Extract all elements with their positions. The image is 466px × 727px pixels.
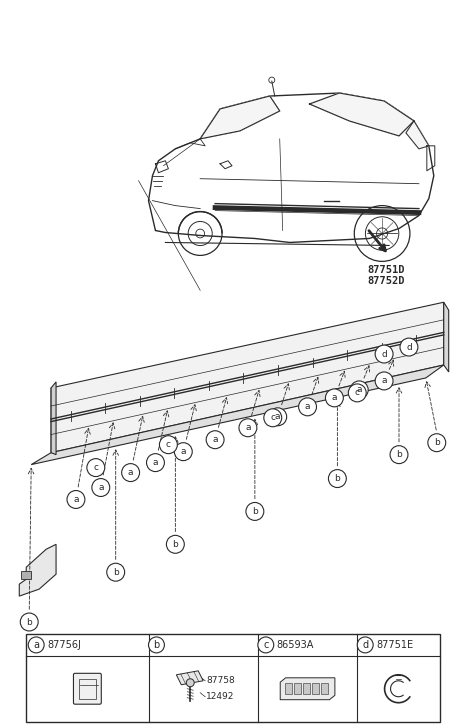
Text: c: c bbox=[270, 413, 275, 422]
Circle shape bbox=[357, 637, 373, 653]
Circle shape bbox=[428, 434, 445, 451]
Circle shape bbox=[159, 435, 178, 454]
Circle shape bbox=[375, 345, 393, 363]
Text: 87751D: 87751D bbox=[367, 265, 404, 276]
Text: c: c bbox=[263, 640, 268, 650]
Text: a: a bbox=[128, 468, 133, 477]
Circle shape bbox=[92, 478, 110, 497]
Text: a: a bbox=[180, 447, 186, 456]
Text: 87758: 87758 bbox=[206, 676, 235, 686]
Circle shape bbox=[390, 446, 408, 464]
Text: b: b bbox=[335, 474, 340, 483]
Text: c: c bbox=[93, 463, 98, 472]
Text: a: a bbox=[98, 483, 103, 492]
Text: a: a bbox=[73, 495, 79, 504]
Text: b: b bbox=[172, 540, 178, 549]
Circle shape bbox=[67, 491, 85, 508]
Text: a: a bbox=[305, 402, 310, 411]
Circle shape bbox=[269, 408, 287, 426]
Text: b: b bbox=[252, 507, 258, 516]
Circle shape bbox=[146, 454, 164, 472]
Circle shape bbox=[258, 637, 274, 653]
Polygon shape bbox=[19, 545, 56, 596]
Polygon shape bbox=[51, 382, 56, 454]
FancyBboxPatch shape bbox=[74, 673, 101, 704]
Circle shape bbox=[246, 502, 264, 521]
Bar bbox=[312, 683, 319, 694]
Circle shape bbox=[264, 409, 282, 427]
Polygon shape bbox=[200, 96, 280, 139]
Circle shape bbox=[299, 398, 316, 416]
Polygon shape bbox=[444, 302, 449, 372]
Circle shape bbox=[107, 563, 124, 581]
Text: 87752D: 87752D bbox=[367, 276, 404, 286]
Circle shape bbox=[325, 389, 343, 407]
Bar bbox=[21, 571, 31, 579]
Circle shape bbox=[329, 470, 346, 488]
Circle shape bbox=[149, 637, 164, 653]
Circle shape bbox=[375, 372, 393, 390]
Circle shape bbox=[348, 384, 366, 402]
Text: a: a bbox=[332, 393, 337, 402]
Text: 86593A: 86593A bbox=[277, 640, 314, 650]
Bar bbox=[26, 634, 440, 722]
Polygon shape bbox=[309, 93, 414, 136]
Polygon shape bbox=[176, 671, 203, 685]
Text: a: a bbox=[153, 458, 158, 467]
Bar bbox=[303, 683, 310, 694]
Text: d: d bbox=[362, 640, 368, 650]
Circle shape bbox=[239, 419, 257, 437]
Text: a: a bbox=[245, 423, 251, 433]
Text: b: b bbox=[27, 617, 32, 627]
Polygon shape bbox=[280, 678, 335, 699]
Text: a: a bbox=[212, 435, 218, 444]
Text: c: c bbox=[355, 388, 360, 398]
Polygon shape bbox=[406, 121, 429, 149]
Text: b: b bbox=[113, 568, 118, 577]
Circle shape bbox=[350, 381, 368, 399]
Circle shape bbox=[87, 459, 105, 477]
Text: b: b bbox=[434, 438, 439, 447]
Text: c: c bbox=[166, 440, 171, 449]
Text: a: a bbox=[33, 640, 39, 650]
Polygon shape bbox=[31, 365, 444, 465]
Circle shape bbox=[400, 338, 418, 356]
Text: a: a bbox=[381, 377, 387, 385]
Text: d: d bbox=[406, 342, 412, 352]
Text: a: a bbox=[275, 412, 281, 421]
Text: 87751E: 87751E bbox=[376, 640, 413, 650]
Polygon shape bbox=[51, 302, 444, 453]
Circle shape bbox=[122, 464, 139, 481]
Circle shape bbox=[174, 443, 192, 461]
Bar bbox=[321, 683, 328, 694]
Bar bbox=[79, 679, 96, 699]
Text: 12492: 12492 bbox=[206, 692, 234, 702]
Circle shape bbox=[21, 613, 38, 631]
Text: d: d bbox=[381, 350, 387, 358]
Circle shape bbox=[166, 535, 184, 553]
Bar bbox=[285, 683, 292, 694]
Text: a: a bbox=[356, 385, 362, 395]
Bar bbox=[294, 683, 301, 694]
Text: 87756J: 87756J bbox=[47, 640, 81, 650]
Text: b: b bbox=[153, 640, 159, 650]
Text: b: b bbox=[396, 450, 402, 459]
Circle shape bbox=[28, 637, 44, 653]
Circle shape bbox=[206, 430, 224, 449]
Circle shape bbox=[186, 679, 194, 687]
